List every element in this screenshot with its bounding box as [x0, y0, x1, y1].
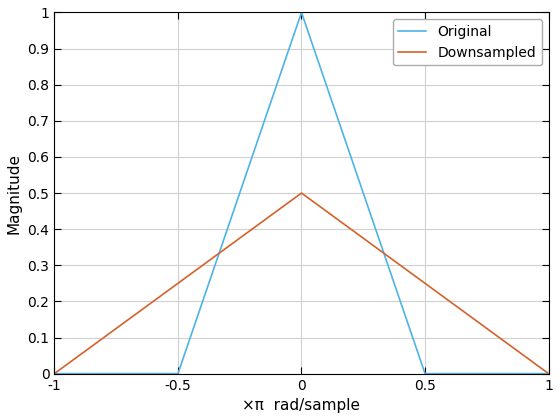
Original: [298, 10, 305, 15]
Downsampled: [545, 371, 552, 376]
Original: [175, 371, 181, 376]
Legend: Original, Downsampled: Original, Downsampled: [393, 19, 542, 66]
Original: [51, 371, 58, 376]
Downsampled: [298, 191, 305, 196]
Original: [175, 371, 181, 376]
Y-axis label: Magnitude: Magnitude: [7, 152, 22, 234]
Original: [422, 371, 428, 376]
Downsampled: [51, 371, 58, 376]
Line: Downsampled: Downsampled: [54, 193, 549, 374]
Original: [422, 371, 428, 376]
X-axis label: ×π  rad/sample: ×π rad/sample: [242, 398, 361, 413]
Line: Original: Original: [54, 13, 549, 374]
Original: [545, 371, 552, 376]
